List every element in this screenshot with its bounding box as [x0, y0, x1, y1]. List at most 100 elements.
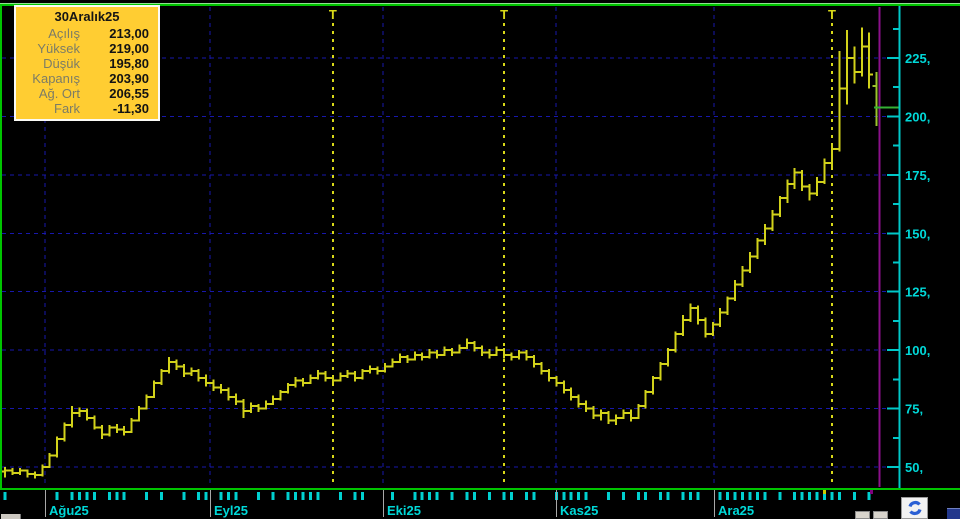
trade-day-tick: [435, 492, 439, 500]
trade-day-tick: [815, 492, 819, 500]
x-axis-month-label: Ağu25: [49, 503, 89, 518]
trade-day-tick: [837, 492, 841, 500]
trade-day-tick: [107, 492, 111, 500]
info-row: Ağ. Ort 206,55: [16, 86, 158, 101]
month-separator: [556, 490, 557, 517]
trade-day-tick: [145, 492, 149, 500]
trade-day-tick: [487, 492, 491, 500]
trade-day-tick: [361, 492, 365, 500]
trade-day-tick: [636, 492, 640, 500]
trade-day-tick: [413, 492, 417, 500]
strip-event-mark: [870, 490, 873, 494]
trade-day-tick: [338, 492, 342, 500]
trade-day-tick: [256, 492, 260, 500]
trade-day-tick: [271, 492, 275, 500]
window-border-bottom: [0, 488, 960, 490]
trade-day-tick: [3, 492, 7, 500]
info-row: Düşük 195,80: [16, 56, 158, 71]
trade-day-tick: [308, 492, 312, 500]
x-axis-month-label: Ara25: [718, 503, 754, 518]
y-axis-label: 150,: [905, 226, 930, 241]
trade-day-tick: [741, 492, 745, 500]
window-border-left: [0, 4, 2, 490]
month-separator: [210, 490, 211, 517]
info-label: Ağ. Ort: [38, 86, 80, 101]
info-label: Düşük: [43, 56, 80, 71]
info-value: 213,00: [109, 26, 149, 41]
trade-day-tick: [562, 492, 566, 500]
trade-day-tick: [70, 492, 74, 500]
trade-day-tick: [808, 492, 812, 500]
info-label: Açılış: [48, 26, 80, 41]
info-row: Kapanış 203,90: [16, 71, 158, 86]
info-box-date-title: 30Aralık25: [54, 9, 120, 24]
trade-day-tick: [532, 492, 536, 500]
y-axis-label: 50,: [905, 460, 923, 475]
event-marker-t: T: [828, 7, 836, 22]
trade-day-tick: [793, 492, 797, 500]
trade-day-tick: [688, 492, 692, 500]
trade-day-tick: [755, 492, 759, 500]
trade-day-tick: [666, 492, 670, 500]
y-axis-label: 225,: [905, 51, 930, 66]
month-separator: [714, 490, 715, 517]
trade-day-tick: [726, 492, 730, 500]
trade-day-tick: [577, 492, 581, 500]
scrollbar-button[interactable]: [855, 511, 870, 519]
x-axis-month-label: Kas25: [560, 503, 598, 518]
sync-button[interactable]: [901, 497, 928, 519]
info-value: 219,00: [109, 41, 149, 56]
trade-day-tick: [800, 492, 804, 500]
trade-day-tick: [584, 492, 588, 500]
x-axis-month-label: Eki25: [387, 503, 421, 518]
y-axis-label: 175,: [905, 168, 930, 183]
trade-day-tick: [778, 492, 782, 500]
sync-icon: [907, 500, 922, 516]
trade-day-tick: [696, 492, 700, 500]
info-label: Fark: [54, 101, 80, 116]
trade-day-tick: [428, 492, 432, 500]
trade-day-tick: [115, 492, 119, 500]
trade-day-tick: [606, 492, 610, 500]
info-value: 203,90: [109, 71, 149, 86]
trade-day-tick: [182, 492, 186, 500]
window-border-top: [0, 4, 960, 6]
trade-day-tick: [830, 492, 834, 500]
event-marker-t: T: [500, 7, 508, 22]
info-value: -11,30: [112, 101, 149, 116]
info-label: Kapanış: [32, 71, 80, 86]
trade-day-tick: [122, 492, 126, 500]
info-row: Yüksek 219,00: [16, 41, 158, 56]
trade-day-tick: [450, 492, 454, 500]
trade-day-tick: [472, 492, 476, 500]
trade-day-tick: [502, 492, 506, 500]
y-axis-label: 125,: [905, 285, 930, 300]
trade-day-tick: [353, 492, 357, 500]
window-border-top-highlight: [0, 3, 960, 4]
event-marker-t: T: [329, 7, 337, 22]
y-axis-label: 100,: [905, 343, 930, 358]
strip-event-mark: [823, 490, 826, 494]
trade-day-tick: [525, 492, 528, 500]
scrollbar-button[interactable]: [873, 511, 888, 519]
trade-day-tick: [733, 492, 737, 500]
trade-day-tick: [197, 492, 201, 500]
trade-day-tick: [681, 492, 685, 500]
y-axis-label: 200,: [905, 109, 930, 124]
trade-day-tick: [748, 492, 752, 500]
trade-day-tick: [219, 492, 223, 500]
trade-day-tick: [294, 492, 298, 500]
partial-icon-fragment: [947, 508, 960, 519]
trade-day-tick: [227, 492, 230, 500]
trade-day-tick: [286, 492, 290, 500]
trade-day-tick: [867, 492, 871, 500]
info-row: Fark -11,30: [16, 101, 158, 116]
window-corner-fragment: [1, 514, 21, 519]
trade-day-tick: [510, 492, 514, 500]
trade-day-tick: [55, 492, 59, 500]
info-value: 195,80: [109, 56, 149, 71]
trade-day-tick: [420, 492, 424, 500]
trade-day-tick: [78, 492, 81, 500]
